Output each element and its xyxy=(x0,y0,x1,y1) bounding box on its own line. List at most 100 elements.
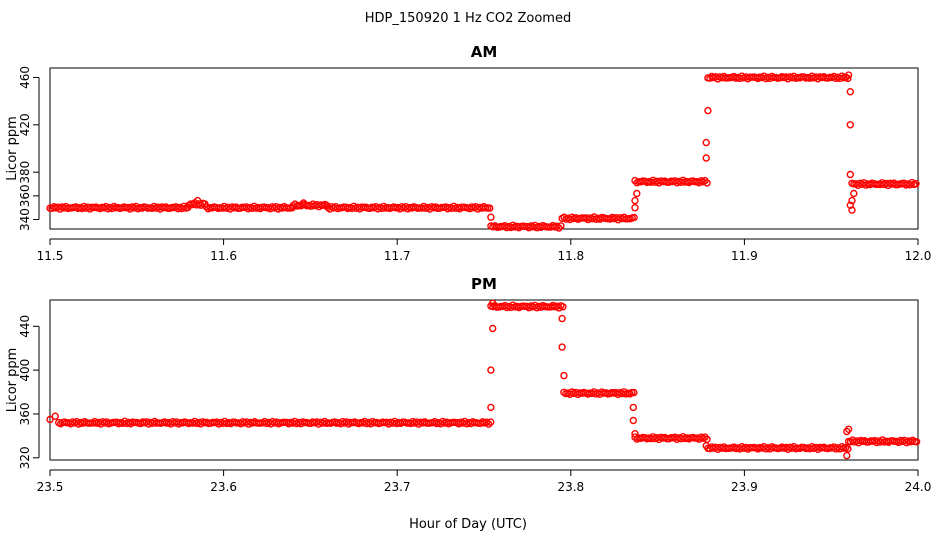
data-point xyxy=(630,388,638,397)
data-point xyxy=(80,202,88,211)
data-point xyxy=(714,75,722,83)
y-tick-label: 420 xyxy=(18,113,32,136)
data-point xyxy=(555,304,563,312)
data-point xyxy=(784,75,792,83)
x-tick-label: 11.6 xyxy=(210,249,237,263)
data-series xyxy=(46,71,920,232)
data-point xyxy=(912,438,921,446)
figure-title: HDP_150920 1 Hz CO2 Zoomed xyxy=(365,11,571,26)
data-point xyxy=(912,179,920,188)
data-point xyxy=(385,420,393,428)
data-point xyxy=(180,202,188,211)
data-point xyxy=(784,445,792,453)
data-point xyxy=(315,420,323,428)
data-point xyxy=(350,202,358,211)
data-point xyxy=(261,417,269,426)
data-point xyxy=(489,324,497,333)
data-point xyxy=(396,205,404,213)
data-point xyxy=(908,178,916,187)
data-point xyxy=(590,388,598,396)
data-point xyxy=(415,420,423,428)
data-point xyxy=(614,215,622,224)
y-tick-label: 340 xyxy=(18,208,32,231)
panel-title: AM xyxy=(471,43,498,61)
data-point xyxy=(854,181,862,190)
data-point xyxy=(485,420,493,428)
y-tick-label: 320 xyxy=(18,446,32,469)
data-point xyxy=(631,203,639,212)
data-point xyxy=(487,418,495,426)
data-point xyxy=(714,445,722,453)
panel-am: AM Licor ppm 11.5 11.6 11.7 11.8 11.9 12.0 34036… xyxy=(5,43,931,263)
panel-pm: PM Licor ppm 23.5 23.6 23.7 23.8 23.9 24.0 320 36… xyxy=(5,275,931,494)
data-point xyxy=(629,403,637,412)
x-tick-label: 23.7 xyxy=(384,480,411,494)
data-point xyxy=(558,343,566,351)
x-tick-label: 11.5 xyxy=(37,249,64,263)
data-point xyxy=(649,433,657,441)
data-point xyxy=(509,301,517,309)
data-point xyxy=(614,390,622,399)
x-tick-label: 12.0 xyxy=(905,249,932,263)
y-tick-label: 380 xyxy=(18,161,32,184)
data-point xyxy=(844,71,853,79)
data-point xyxy=(848,196,856,205)
data-point xyxy=(702,154,710,162)
y-axis-label: Licor ppm xyxy=(5,116,20,181)
data-point xyxy=(878,436,887,444)
x-tick-label: 23.9 xyxy=(731,480,758,494)
plot-frame xyxy=(49,67,919,230)
data-point xyxy=(850,189,858,198)
x-tick-label: 23.5 xyxy=(37,480,64,494)
data-point xyxy=(843,451,851,460)
y-tick-label: 360 xyxy=(18,184,32,207)
data-point xyxy=(846,121,854,129)
data-point xyxy=(884,181,892,190)
data-point xyxy=(704,106,712,115)
data-point xyxy=(486,204,494,212)
data-point xyxy=(631,430,639,438)
x-tick-label: 11.9 xyxy=(731,249,758,263)
data-point xyxy=(848,436,857,444)
data-point xyxy=(244,420,253,428)
data-point xyxy=(193,196,202,205)
data-point xyxy=(126,205,134,213)
data-point xyxy=(844,445,852,453)
data-point xyxy=(844,74,852,83)
data-point xyxy=(679,433,687,441)
data-point xyxy=(846,87,854,96)
data-point xyxy=(489,299,497,307)
data-point xyxy=(220,417,229,426)
data-point xyxy=(487,213,495,221)
data-point xyxy=(250,202,258,211)
data-point xyxy=(555,224,563,232)
data-point xyxy=(702,138,710,147)
x-tick-label: 24.0 xyxy=(905,480,932,494)
data-point xyxy=(46,415,54,424)
data-point xyxy=(120,417,129,425)
data-point xyxy=(560,371,568,380)
panel-title: PM xyxy=(471,275,497,293)
data-point xyxy=(559,303,567,311)
data-point xyxy=(631,196,639,205)
data-point xyxy=(487,403,495,412)
data-point xyxy=(525,223,533,232)
plot-frame xyxy=(49,299,919,461)
data-point xyxy=(703,179,711,187)
data-point xyxy=(299,199,308,207)
data-point xyxy=(291,417,299,426)
data-point xyxy=(630,213,638,222)
data-point xyxy=(553,222,561,230)
data-point xyxy=(150,202,158,211)
data-point xyxy=(633,189,641,198)
x-tick-label: 11.8 xyxy=(557,249,584,263)
data-point xyxy=(483,418,491,426)
data-point xyxy=(190,417,199,426)
x-tick-label: 23.6 xyxy=(210,480,237,494)
data-point xyxy=(844,425,853,433)
y-axis-label: Licor ppm xyxy=(5,348,20,413)
data-series xyxy=(46,299,921,460)
y-tick-label: 440 xyxy=(18,315,32,338)
